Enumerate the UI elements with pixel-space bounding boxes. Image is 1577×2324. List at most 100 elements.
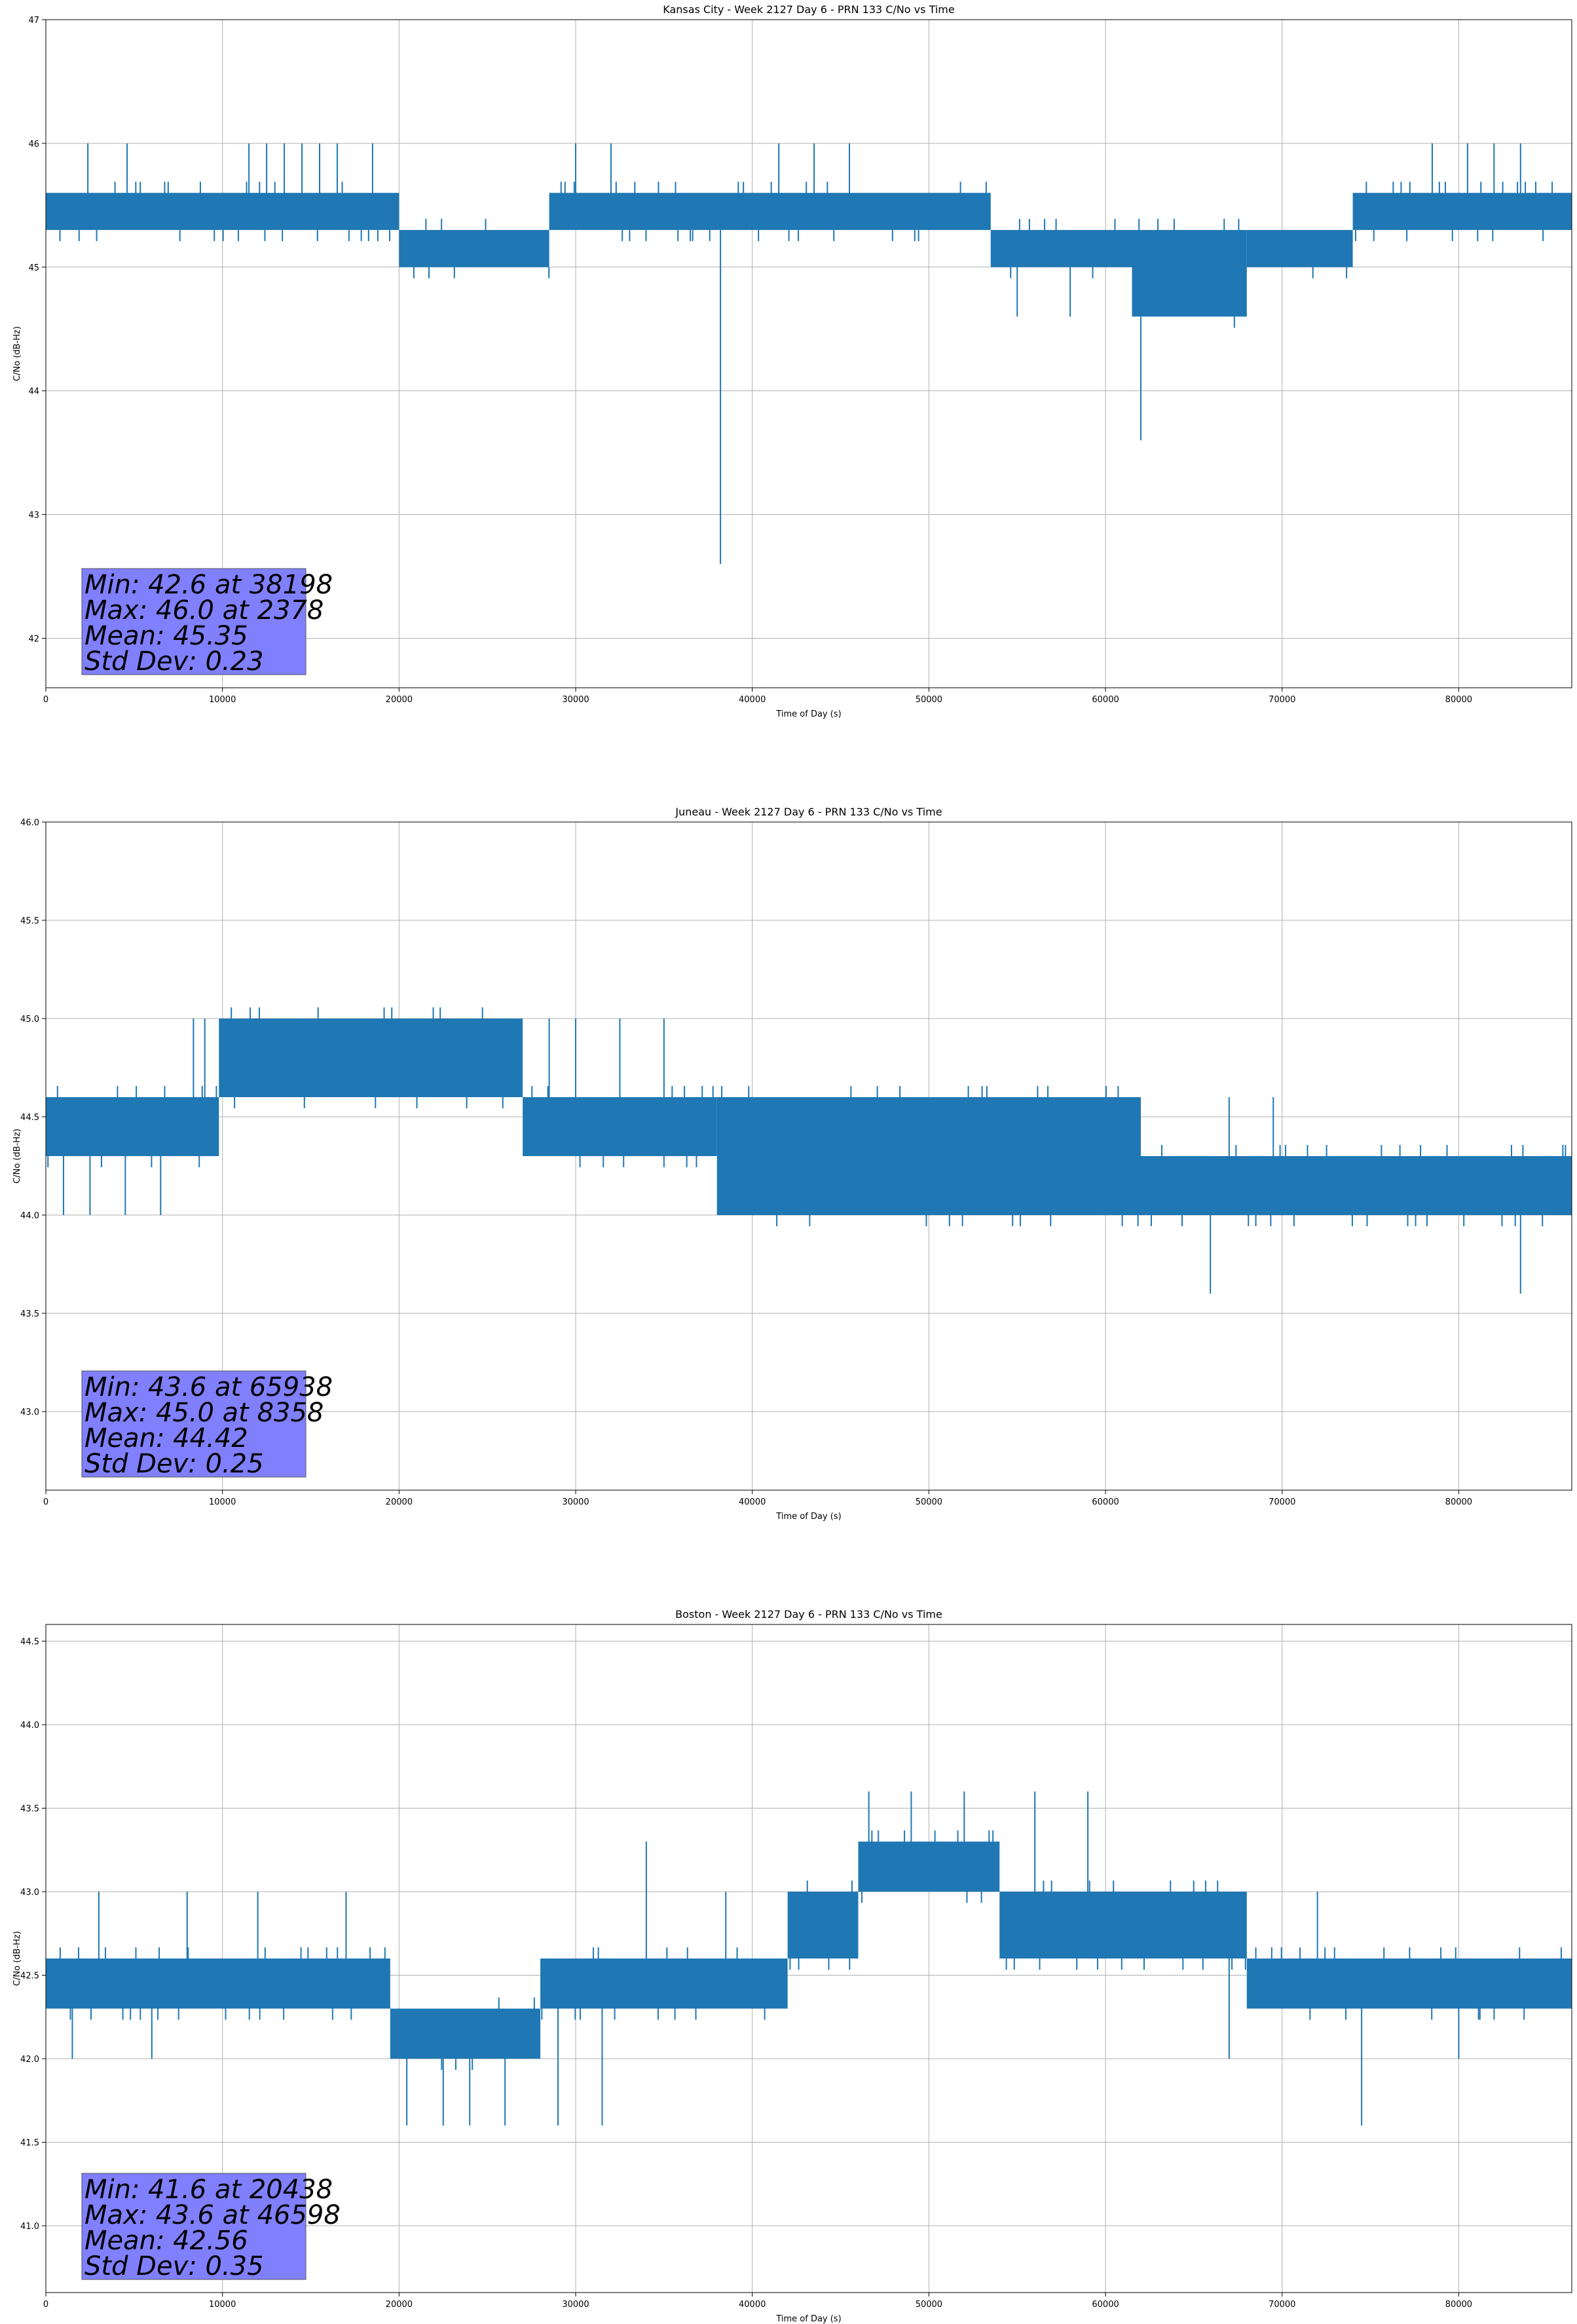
series-band (390, 2008, 541, 2059)
y-axis-label: C/No (dB-Hz) (12, 1129, 22, 1184)
x-tick-label: 50000 (916, 2300, 942, 2310)
chart-title: Boston - Week 2127 Day 6 - PRN 133 C/No … (675, 1608, 942, 1621)
y-tick-label: 46 (28, 140, 39, 149)
y-tick-label: 41.0 (20, 2222, 39, 2232)
x-tick-label: 40000 (739, 695, 766, 705)
y-tick-label: 47 (28, 16, 39, 26)
y-tick-label: 44 (28, 387, 39, 397)
stats-min: Min: 43.6 at 65938 (84, 1372, 333, 1402)
x-axis-label: Time of Day (s) (775, 1512, 841, 1522)
series-band (716, 1097, 1141, 1215)
x-tick-label: 20000 (386, 695, 413, 705)
plot-frame (45, 1624, 1572, 2293)
chart-panel: Kansas City - Week 2127 Day 6 - PRN 133 … (12, 3, 1572, 719)
y-tick-label: 44.0 (20, 1721, 39, 1731)
stats-std: Std Dev: 0.23 (84, 647, 264, 677)
y-tick-label: 43.0 (20, 1888, 39, 1898)
x-tick-label: 70000 (1269, 695, 1295, 705)
series-band (46, 193, 399, 231)
stats-std: Std Dev: 0.25 (84, 1449, 264, 1479)
series-band (990, 230, 1132, 267)
series-band (219, 1019, 523, 1097)
x-axis-label: Time of Day (s) (775, 709, 841, 719)
series-band (46, 1097, 219, 1156)
x-tick-label: 30000 (562, 1497, 589, 1507)
plot-frame (45, 19, 1572, 688)
x-tick-label: 70000 (1269, 2300, 1295, 2310)
x-tick-label: 40000 (739, 1497, 766, 1507)
data-series (46, 1791, 1572, 2126)
series-band (1352, 193, 1572, 231)
y-tick-label: 44.5 (20, 1638, 39, 1647)
y-tick-label: 41.5 (20, 2139, 39, 2148)
x-tick-label: 70000 (1269, 1497, 1295, 1507)
series-band (399, 230, 549, 267)
series-band (787, 1892, 859, 1959)
chart-title: Juneau - Week 2127 Day 6 - PRN 133 C/No … (675, 806, 942, 818)
chart-title: Kansas City - Week 2127 Day 6 - PRN 133 … (663, 3, 954, 16)
series-band (549, 193, 991, 231)
series-band (523, 1097, 717, 1156)
x-tick-label: 30000 (562, 2300, 589, 2310)
data-series (46, 1007, 1572, 1294)
x-tick-label: 30000 (562, 695, 589, 705)
data-series (46, 143, 1572, 565)
y-tick-label: 43 (28, 511, 39, 521)
series-band (1246, 230, 1353, 267)
x-tick-label: 0 (43, 2300, 48, 2310)
stats-box-bg (81, 1370, 306, 1478)
x-axis-label: Time of Day (s) (775, 2314, 841, 2324)
y-tick-label: 44.0 (20, 1211, 39, 1221)
stats-mean: Mean: 42.56 (84, 2226, 248, 2256)
x-tick-label: 80000 (1445, 695, 1472, 705)
x-tick-label: 50000 (916, 695, 942, 705)
x-tick-label: 60000 (1092, 1497, 1119, 1507)
stats-box-bg (81, 2173, 306, 2280)
stats-min: Min: 42.6 at 38198 (84, 570, 333, 600)
x-tick-label: 10000 (209, 1497, 236, 1507)
x-tick-label: 10000 (209, 2300, 236, 2310)
y-axis-label: C/No (dB-Hz) (12, 326, 22, 381)
series-band (999, 1892, 1247, 1959)
stats-mean: Mean: 45.35 (84, 621, 248, 651)
stats-min: Min: 41.6 at 20438 (84, 2175, 333, 2205)
x-tick-label: 80000 (1445, 1497, 1472, 1507)
x-tick-label: 40000 (739, 2300, 766, 2310)
y-tick-label: 42 (28, 634, 39, 644)
y-tick-label: 45 (28, 263, 39, 273)
stats-mean: Mean: 44.42 (84, 1423, 248, 1453)
x-tick-label: 80000 (1445, 2300, 1472, 2310)
x-tick-label: 10000 (209, 695, 236, 705)
x-tick-label: 50000 (916, 1497, 942, 1507)
y-tick-label: 45.0 (20, 1015, 39, 1024)
stats-max: Max: 45.0 at 8358 (84, 1398, 324, 1428)
x-tick-label: 60000 (1092, 695, 1119, 705)
y-tick-label: 42.0 (20, 2055, 39, 2065)
stats-max: Max: 43.6 at 46598 (84, 2200, 341, 2230)
x-tick-label: 20000 (386, 1497, 413, 1507)
plot-frame (45, 821, 1572, 1491)
series-band (858, 1841, 1000, 1892)
y-tick-label: 42.5 (20, 1972, 39, 1981)
series-band (1140, 1156, 1572, 1215)
stats-max: Max: 46.0 at 2378 (84, 595, 324, 626)
series-band (1246, 1959, 1572, 2009)
chart-panel: Juneau - Week 2127 Day 6 - PRN 133 C/No … (12, 806, 1572, 1522)
y-tick-label: 43.5 (20, 1309, 39, 1319)
y-tick-label: 44.5 (20, 1113, 39, 1123)
series-band (540, 1959, 788, 2009)
y-tick-label: 43.0 (20, 1408, 39, 1417)
y-tick-label: 45.5 (20, 916, 39, 926)
series-band (46, 1959, 390, 2009)
x-tick-label: 60000 (1092, 2300, 1119, 2310)
x-tick-label: 0 (43, 1497, 48, 1507)
x-tick-label: 0 (43, 695, 48, 705)
stats-box-bg (81, 568, 306, 675)
y-tick-label: 43.5 (20, 1805, 39, 1814)
chart-panel: Boston - Week 2127 Day 6 - PRN 133 C/No … (12, 1608, 1572, 2324)
series-band (1132, 230, 1247, 317)
